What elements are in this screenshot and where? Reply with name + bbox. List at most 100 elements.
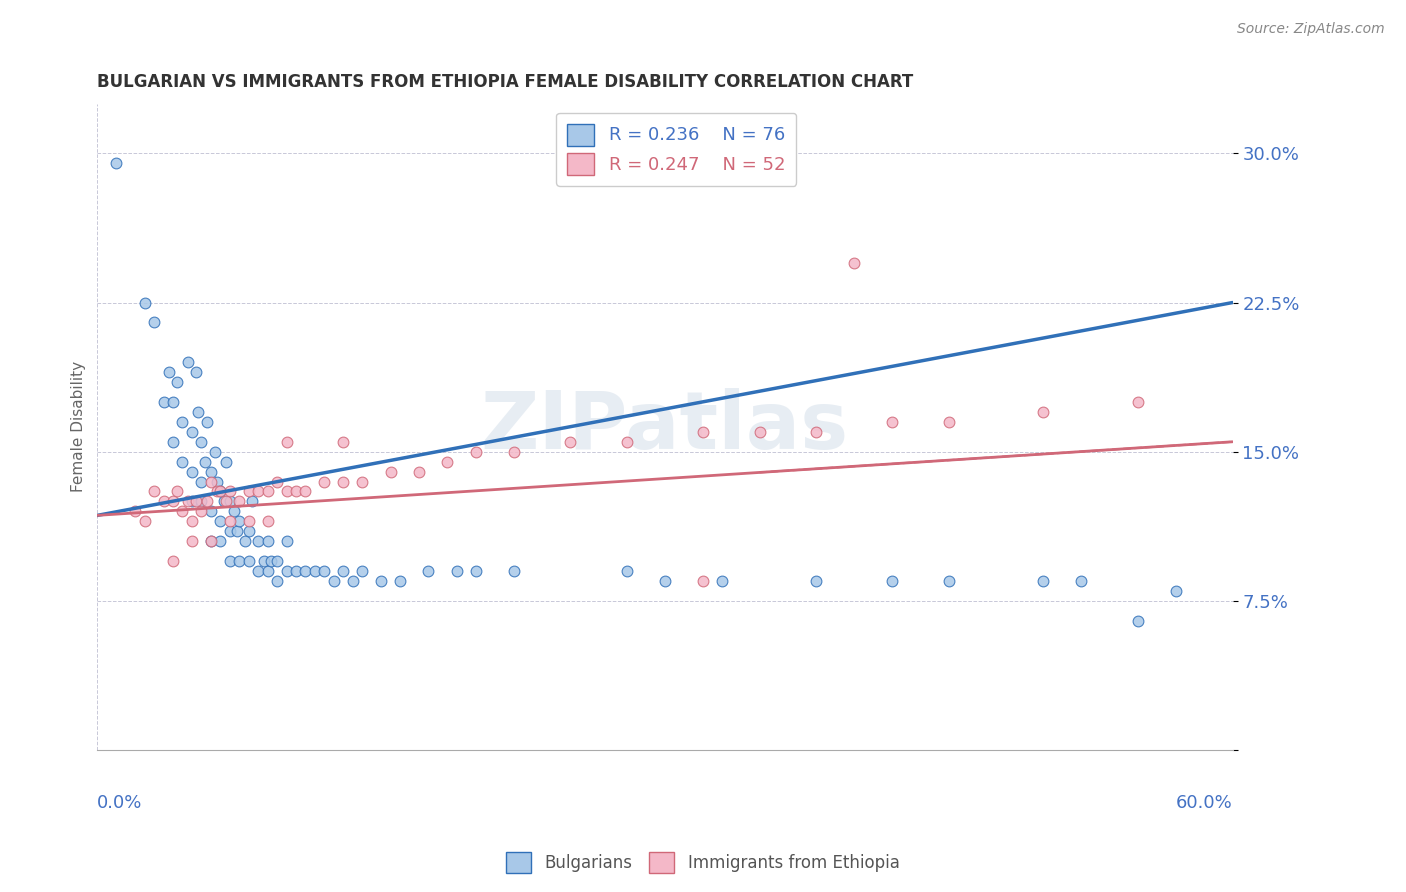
Point [1126, 614, 1149, 628]
Point [200, 534, 222, 549]
Point [226, 524, 249, 539]
Point [294, 484, 316, 499]
Point [238, 554, 260, 568]
Point [184, 365, 207, 379]
Point [276, 484, 298, 499]
Point [222, 504, 245, 518]
Point [332, 475, 354, 489]
Legend: Bulgarians, Immigrants from Ethiopia: Bulgarians, Immigrants from Ethiopia [499, 846, 907, 880]
Point [184, 494, 207, 508]
Point [332, 434, 354, 449]
Point [464, 444, 486, 458]
Point [692, 574, 714, 588]
Point [304, 564, 326, 578]
Point [266, 574, 288, 588]
Text: 0.0%: 0.0% [97, 794, 143, 812]
Point [218, 514, 240, 528]
Point [218, 494, 240, 508]
Point [502, 444, 524, 458]
Point [172, 415, 194, 429]
Point [266, 475, 288, 489]
Point [177, 494, 200, 508]
Point [294, 564, 316, 578]
Point [228, 554, 250, 568]
Point [200, 534, 222, 549]
Point [181, 425, 204, 439]
Point [190, 475, 212, 489]
Point [389, 574, 412, 588]
Point [233, 534, 256, 549]
Point [152, 395, 174, 409]
Point [1032, 574, 1054, 588]
Point [276, 434, 298, 449]
Text: ZIPatlas: ZIPatlas [481, 388, 849, 466]
Point [418, 564, 440, 578]
Point [218, 524, 240, 539]
Point [266, 554, 288, 568]
Point [938, 574, 960, 588]
Point [256, 484, 278, 499]
Point [342, 574, 364, 588]
Point [181, 465, 204, 479]
Point [212, 494, 235, 508]
Point [209, 514, 232, 528]
Point [162, 395, 184, 409]
Point [218, 484, 240, 499]
Point [322, 574, 344, 588]
Point [200, 465, 222, 479]
Point [380, 465, 402, 479]
Point [842, 256, 865, 270]
Point [256, 514, 278, 528]
Point [352, 475, 374, 489]
Point [194, 455, 217, 469]
Point [276, 564, 298, 578]
Point [370, 574, 392, 588]
Point [314, 564, 336, 578]
Point [105, 156, 128, 170]
Point [205, 475, 228, 489]
Point [200, 504, 222, 518]
Text: BULGARIAN VS IMMIGRANTS FROM ETHIOPIA FEMALE DISABILITY CORRELATION CHART: BULGARIAN VS IMMIGRANTS FROM ETHIOPIA FE… [97, 73, 914, 91]
Point [710, 574, 733, 588]
Point [195, 415, 218, 429]
Point [181, 494, 204, 508]
Point [247, 564, 270, 578]
Point [247, 484, 270, 499]
Point [204, 444, 226, 458]
Point [200, 475, 222, 489]
Point [247, 534, 270, 549]
Point [332, 564, 354, 578]
Legend: R = 0.236    N = 76, R = 0.247    N = 52: R = 0.236 N = 76, R = 0.247 N = 52 [557, 112, 796, 186]
Point [748, 425, 770, 439]
Point [152, 494, 174, 508]
Point [352, 564, 374, 578]
Point [256, 564, 278, 578]
Point [143, 484, 166, 499]
Point [616, 564, 638, 578]
Point [436, 455, 458, 469]
Point [205, 484, 228, 499]
Point [190, 434, 212, 449]
Point [215, 494, 238, 508]
Point [157, 365, 180, 379]
Point [285, 484, 308, 499]
Point [209, 484, 232, 499]
Text: 60.0%: 60.0% [1175, 794, 1233, 812]
Point [143, 315, 166, 329]
Text: Source: ZipAtlas.com: Source: ZipAtlas.com [1237, 22, 1385, 37]
Point [181, 514, 204, 528]
Point [181, 534, 204, 549]
Point [880, 415, 903, 429]
Point [1032, 405, 1054, 419]
Point [162, 434, 184, 449]
Point [616, 434, 638, 449]
Point [806, 574, 828, 588]
Point [218, 554, 240, 568]
Point [314, 475, 336, 489]
Point [502, 564, 524, 578]
Point [1070, 574, 1092, 588]
Point [195, 494, 218, 508]
Point [162, 554, 184, 568]
Point [408, 465, 430, 479]
Point [1126, 395, 1149, 409]
